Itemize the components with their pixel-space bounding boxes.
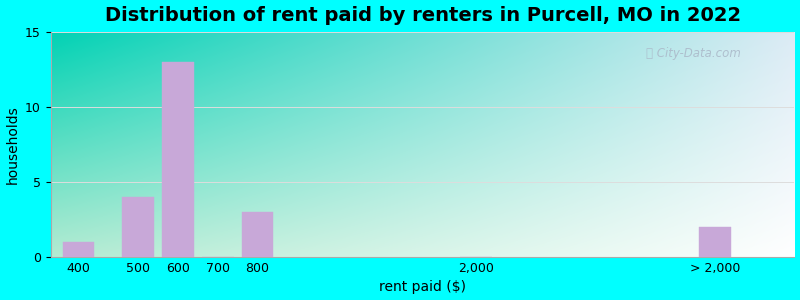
- Text: ⌕ City-Data.com: ⌕ City-Data.com: [646, 47, 741, 60]
- X-axis label: rent paid ($): rent paid ($): [379, 280, 466, 294]
- Bar: [122, 197, 154, 257]
- Title: Distribution of rent paid by renters in Purcell, MO in 2022: Distribution of rent paid by renters in …: [105, 6, 741, 25]
- Bar: [242, 212, 274, 257]
- Bar: [162, 62, 194, 257]
- Y-axis label: households: households: [6, 105, 19, 184]
- Bar: [62, 242, 94, 257]
- Bar: [699, 227, 731, 257]
